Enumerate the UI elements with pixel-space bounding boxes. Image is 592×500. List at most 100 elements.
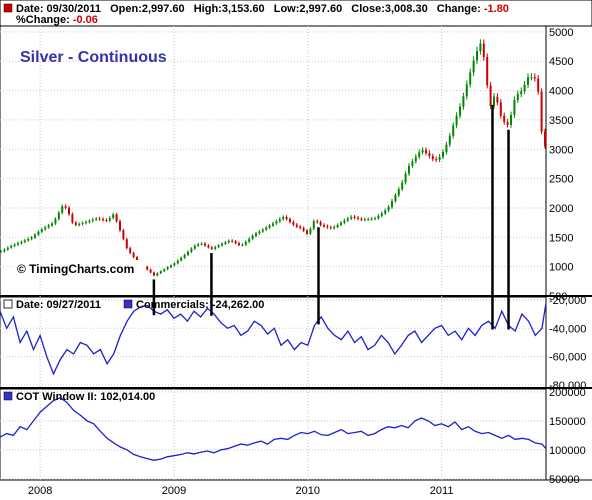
header-change-value: -1.80 <box>484 3 509 15</box>
price-candle-body <box>333 227 336 229</box>
price-candle-body <box>37 231 40 235</box>
price-legend-icon <box>3 3 13 13</box>
price-candle-body <box>34 234 36 238</box>
price-candle-body <box>350 216 353 219</box>
price-candle-body <box>326 226 329 228</box>
price-candle-body <box>292 221 295 225</box>
price-candle-body <box>251 235 254 239</box>
price-candle-body <box>227 240 230 243</box>
cot-series-line <box>0 396 547 461</box>
price-candle-body <box>146 266 149 270</box>
price-candle-body <box>431 156 434 160</box>
price-candle-body <box>394 195 397 202</box>
price-candle-body <box>47 225 50 228</box>
price-candle-body <box>285 217 288 220</box>
header-line-2: %Change: -0.06 <box>16 14 98 26</box>
price-candle-body <box>384 210 387 214</box>
price-candle-body <box>336 224 339 228</box>
watermark: © TimingCharts.com <box>17 262 134 276</box>
price-candle-body <box>462 96 465 107</box>
price-candle-body <box>374 218 376 220</box>
price-candle-body <box>51 223 53 226</box>
price-candle-body <box>418 152 421 157</box>
tick-label-layer: 2008 2009 2010 2011 5000 4500 4000 3500 3000 2500… <box>28 27 586 497</box>
price-candle-body <box>27 239 30 241</box>
price-candle-body <box>159 271 162 274</box>
price-candle-body <box>71 214 74 223</box>
price-candle-body <box>302 228 305 231</box>
price-candle-body <box>544 131 546 147</box>
header-high: High:3,153.60 <box>194 3 265 15</box>
price-candle-body <box>30 237 33 240</box>
price-candle-body <box>74 222 77 225</box>
y-tick-label: 4500 <box>549 56 573 68</box>
y-tick-label: 3500 <box>549 115 573 127</box>
price-candle-body <box>309 228 312 234</box>
price-candle-body <box>13 244 16 246</box>
price-candle-body <box>445 144 448 153</box>
price-candle-body <box>166 267 169 270</box>
price-candle-body <box>0 251 2 253</box>
price-candle-body <box>275 221 278 224</box>
price-candle-body <box>527 77 529 85</box>
price-candle-body <box>20 242 23 244</box>
price-candle-body <box>268 225 271 228</box>
price-candle-body <box>221 243 223 246</box>
y-tick-label: 50000 <box>549 474 580 486</box>
price-candle-body <box>278 219 281 222</box>
price-candle-body <box>428 153 431 157</box>
price-candle-body <box>17 243 19 245</box>
price-candle-body <box>125 239 128 249</box>
y-tick-label: 100000 <box>549 445 586 457</box>
price-candle-body <box>176 260 179 264</box>
price-candle-body <box>540 91 543 132</box>
price-candle-body <box>248 238 251 242</box>
commercials-date: Date: 09/27/2011 <box>16 299 101 311</box>
price-candle-body <box>102 219 104 221</box>
price-candle-body <box>435 159 438 161</box>
price-candle-body <box>197 244 200 246</box>
price-candle-body <box>496 96 499 103</box>
price-candle-body <box>312 221 315 229</box>
commercials-date-icon <box>3 299 13 309</box>
series-layer <box>0 39 547 461</box>
price-candle-body <box>414 156 417 162</box>
price-candle-body <box>3 249 6 252</box>
price-candle-body <box>6 247 9 250</box>
price-candle-body <box>397 189 400 196</box>
price-candle-body <box>316 221 319 223</box>
y-tick-label: 3000 <box>549 144 573 156</box>
price-candle-body <box>183 254 186 258</box>
price-candle-body <box>295 224 298 227</box>
x-tick-label: 2011 <box>430 485 454 497</box>
price-candle-body <box>136 257 138 262</box>
price-candle-body <box>98 218 101 220</box>
price-candle-body <box>81 223 84 225</box>
price-candle-body <box>380 213 383 216</box>
price-candle-body <box>61 206 64 213</box>
price-candle-body <box>360 218 363 220</box>
header-date: Date: 09/30/2011 <box>16 3 101 15</box>
price-candle-body <box>241 244 244 246</box>
price-panel-frame <box>0 25 547 297</box>
price-candle-body <box>153 272 155 276</box>
header-low: Low:2,997.60 <box>274 3 342 15</box>
price-candle-body <box>132 252 135 258</box>
price-candle-body <box>479 43 482 52</box>
price-candle-body <box>503 115 506 122</box>
y-tick-label: -60,000 <box>549 352 586 364</box>
price-candle-body <box>265 227 268 230</box>
price-candle-body <box>129 248 132 253</box>
price-candle-body <box>329 227 332 229</box>
grid-layer <box>0 26 546 480</box>
price-candle-body <box>537 78 540 92</box>
price-candle-body <box>421 150 424 153</box>
price-candle-body <box>204 243 206 246</box>
y-tick-label: 1500 <box>549 232 573 244</box>
price-candle-body <box>442 152 444 157</box>
y-tick-label: 5000 <box>549 27 573 39</box>
price-candle-body <box>88 220 91 223</box>
price-candle-body <box>411 161 414 166</box>
x-tick-label: 2010 <box>296 485 320 497</box>
